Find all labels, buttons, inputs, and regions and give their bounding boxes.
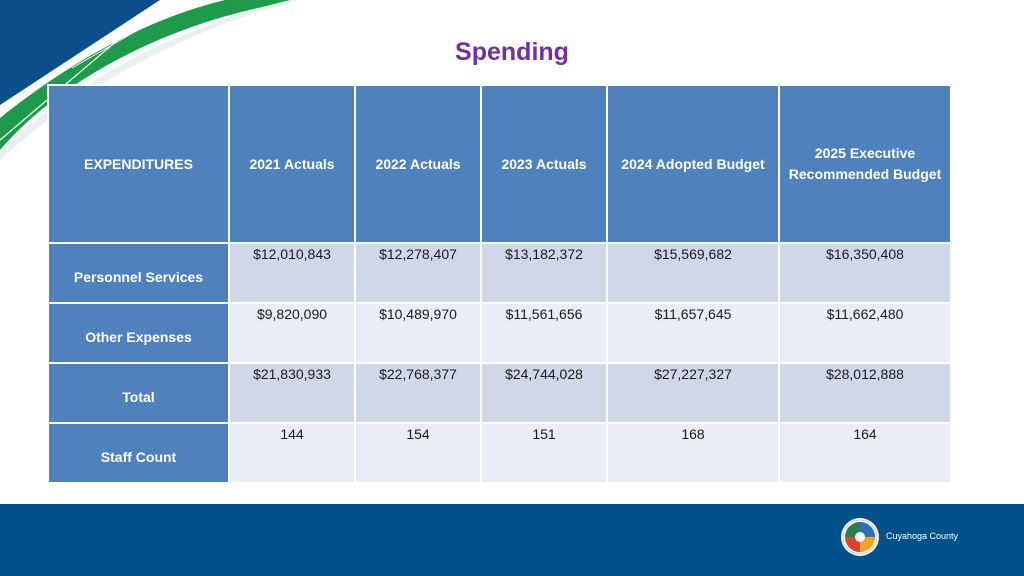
table-cell: 151 <box>480 422 608 484</box>
column-header-2021-actuals: 2021 Actuals <box>228 84 356 244</box>
page-title: Spending <box>455 38 569 66</box>
table-cell: $16,350,408 <box>778 242 952 304</box>
row-label: Total <box>47 362 230 424</box>
table-row-other-expenses: Other Expenses $9,820,090 $10,489,970 $1… <box>47 302 952 364</box>
row-label: Staff Count <box>47 422 230 484</box>
row-label: Other Expenses <box>47 302 230 364</box>
table-cell: $28,012,888 <box>778 362 952 424</box>
column-header-expenditures: EXPENDITURES <box>47 84 230 244</box>
table-cell: $9,820,090 <box>228 302 356 364</box>
table-cell: $24,744,028 <box>480 362 608 424</box>
table-cell: $27,227,327 <box>606 362 780 424</box>
table-cell: $15,569,682 <box>606 242 780 304</box>
table-cell: 154 <box>354 422 482 484</box>
table-cell: $12,278,407 <box>354 242 482 304</box>
table-row-staff-count: Staff Count 144 154 151 168 164 <box>47 422 952 484</box>
table-row-personnel-services: Personnel Services $12,010,843 $12,278,4… <box>47 242 952 304</box>
table-cell: $11,561,656 <box>480 302 608 364</box>
county-seal-icon <box>840 517 880 557</box>
row-label: Personnel Services <box>47 242 230 304</box>
table-cell: $22,768,377 <box>354 362 482 424</box>
table-cell: $21,830,933 <box>228 362 356 424</box>
table-cell: 164 <box>778 422 952 484</box>
column-header-2022-actuals: 2022 Actuals <box>354 84 482 244</box>
organization-name: Cuyahoga County <box>886 531 959 541</box>
table-cell: $10,489,970 <box>354 302 482 364</box>
column-header-2024-adopted-budget: 2024 Adopted Budget <box>606 84 780 244</box>
spending-table: EXPENDITURES 2021 Actuals 2022 Actuals 2… <box>47 84 952 484</box>
table-cell: $11,662,480 <box>778 302 952 364</box>
column-header-2023-actuals: 2023 Actuals <box>480 84 608 244</box>
table-header-row: EXPENDITURES 2021 Actuals 2022 Actuals 2… <box>47 84 952 244</box>
corner-decoration <box>0 0 300 160</box>
table-cell: $13,182,372 <box>480 242 608 304</box>
table-row-total: Total $21,830,933 $22,768,377 $24,744,02… <box>47 362 952 424</box>
table-cell: 168 <box>606 422 780 484</box>
table-cell: $11,657,645 <box>606 302 780 364</box>
column-header-2025-executive-recommended-budget: 2025 Executive Recommended Budget <box>778 84 952 244</box>
table-cell: $12,010,843 <box>228 242 356 304</box>
table-cell: 144 <box>228 422 356 484</box>
